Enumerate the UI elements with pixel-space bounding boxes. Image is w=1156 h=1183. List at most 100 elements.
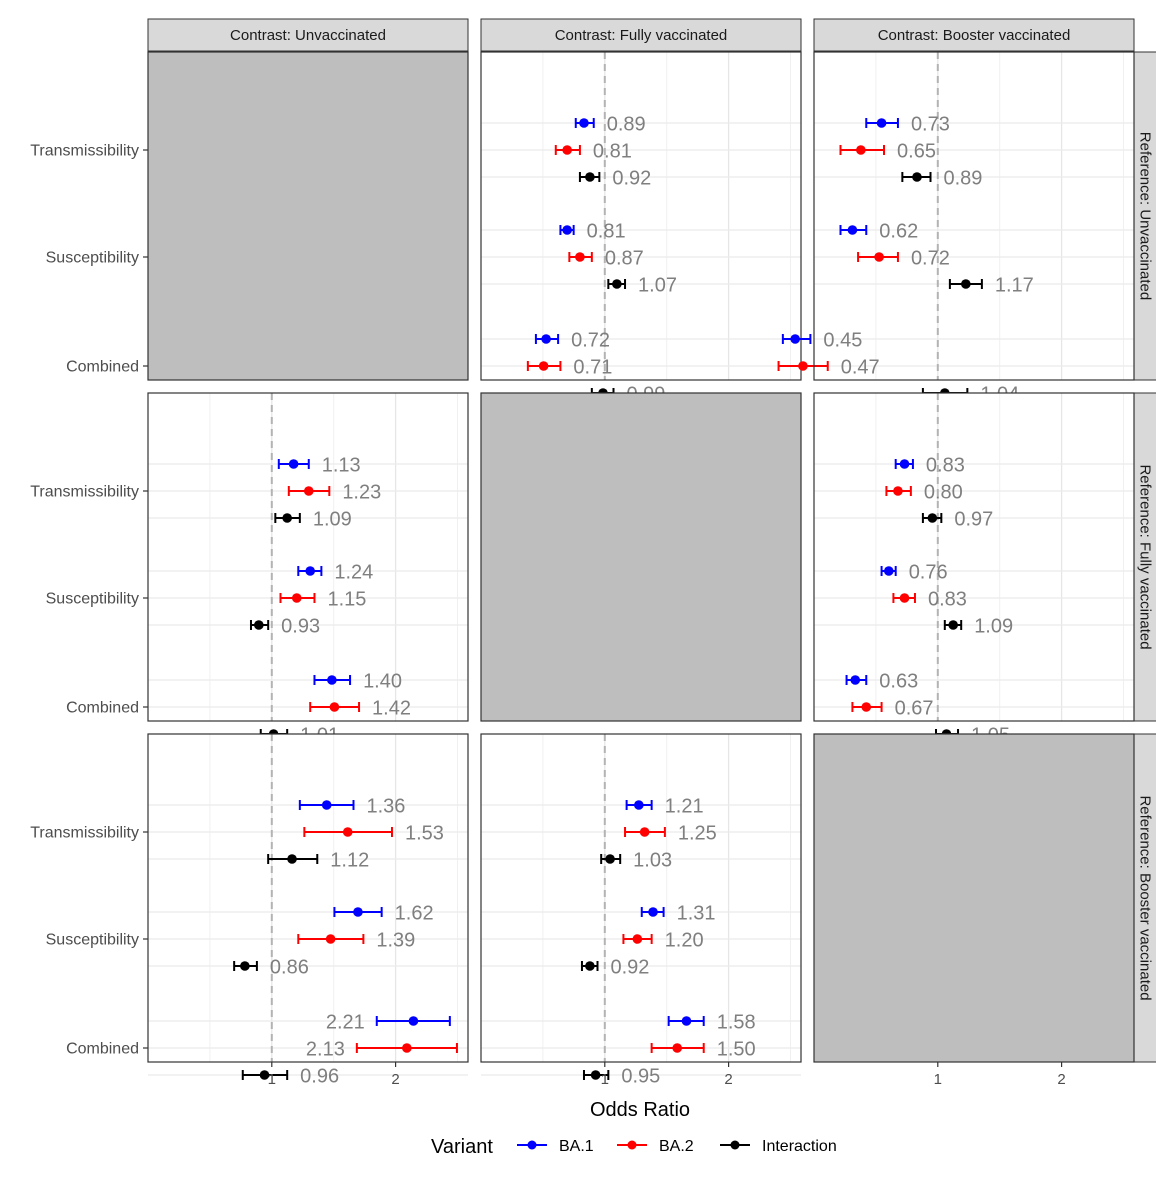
data-label: 0.93 <box>281 616 320 638</box>
panel <box>813 733 1135 1063</box>
panel-background <box>481 52 801 380</box>
data-point <box>893 486 903 496</box>
data-point <box>321 800 332 810</box>
data-point <box>259 1070 270 1080</box>
x-axis: 1 2 1 2 1 2 <box>268 1062 1066 1088</box>
y-tick-label: Combined <box>66 700 139 717</box>
data-point <box>899 459 910 469</box>
data-label: 0.63 <box>879 671 918 693</box>
data-point <box>961 279 971 289</box>
data-label: 0.86 <box>270 957 309 979</box>
data-label: 0.76 <box>909 562 948 584</box>
data-point <box>605 854 615 864</box>
panel: 0.730.650.890.620.721.170.450.471.04 <box>777 51 1135 406</box>
data-label: 2.21 <box>326 1012 365 1034</box>
data-point <box>402 1043 412 1053</box>
data-point <box>648 907 658 917</box>
data-point <box>861 702 872 712</box>
data-label: 0.73 <box>911 114 950 136</box>
data-point <box>912 172 922 182</box>
empty-panel <box>147 51 469 381</box>
data-label: 0.83 <box>928 589 967 611</box>
panel <box>147 51 469 381</box>
data-point <box>408 1016 419 1026</box>
x-tick-label: 2 <box>391 1071 399 1088</box>
panel-background <box>481 734 801 1062</box>
data-label: 0.45 <box>823 330 862 352</box>
legend: Variant BA.1 BA.2 Interaction <box>431 1136 837 1158</box>
data-label: 0.97 <box>954 509 993 531</box>
panel <box>480 392 802 722</box>
data-point <box>291 593 302 603</box>
legend-title: Variant <box>431 1136 493 1158</box>
panel: 1.21 1.25 1.03 1.31 1.20 0.92 1.58 1.50 0.95 <box>480 733 802 1088</box>
legend-entry-label: BA.2 <box>659 1138 694 1155</box>
empty-panel <box>480 392 802 722</box>
data-point <box>585 172 595 182</box>
data-point <box>329 702 340 712</box>
data-point <box>850 675 861 685</box>
data-label: 1.13 <box>322 455 361 477</box>
data-point <box>575 252 585 262</box>
column-strip <box>480 18 802 52</box>
row-strip-label: Reference: Fully vaccinated <box>1137 464 1154 649</box>
y-tick-label: Combined <box>66 1041 139 1058</box>
data-point <box>876 118 887 128</box>
data-label: 1.31 <box>677 903 716 925</box>
data-point <box>632 934 643 944</box>
y-tick-label: Combined <box>66 359 139 376</box>
data-point <box>541 334 551 344</box>
data-point <box>287 854 297 864</box>
data-label: 1.23 <box>342 482 381 504</box>
column-strip-label: Contrast: Booster vaccinated <box>878 27 1071 44</box>
panel-border <box>480 733 802 1063</box>
panel-border <box>480 51 802 381</box>
data-label: 1.07 <box>638 275 677 297</box>
data-label: 1.53 <box>405 823 444 845</box>
data-label: 1.20 <box>665 930 704 952</box>
data-point <box>874 252 884 262</box>
y-tick-label: Susceptibility <box>46 591 139 608</box>
column-strip <box>147 18 469 52</box>
data-point <box>899 593 910 603</box>
data-label: 1.25 <box>678 823 717 845</box>
y-tick-label: Transmissibility <box>30 825 139 842</box>
data-point <box>612 279 622 289</box>
data-point <box>579 118 589 128</box>
data-label: 1.21 <box>665 796 704 818</box>
legend-entry-label: BA.1 <box>559 1138 594 1155</box>
data-label: 1.50 <box>717 1039 756 1061</box>
data-label: 0.72 <box>911 248 950 270</box>
data-point <box>927 513 938 523</box>
panel-border <box>813 392 1135 722</box>
y-tick-label: Transmissibility <box>30 143 139 160</box>
data-label: 0.92 <box>612 168 651 190</box>
data-label: 0.89 <box>607 114 646 136</box>
data-point <box>305 566 316 576</box>
data-label: 1.62 <box>395 903 434 925</box>
data-label: 0.95 <box>621 1066 660 1088</box>
data-label: 0.80 <box>924 482 963 504</box>
data-label: 1.12 <box>330 850 369 872</box>
data-point <box>948 620 958 630</box>
legend-entry-label: Interaction <box>762 1138 837 1155</box>
y-tick-label: Transmissibility <box>30 484 139 501</box>
panel-background <box>148 734 468 1062</box>
panel: 0.830.800.970.760.831.090.630.671.05 <box>813 392 1135 747</box>
data-point <box>353 907 363 917</box>
data-label: 0.92 <box>611 957 650 979</box>
data-label: 2.13 <box>306 1039 345 1061</box>
panel-border <box>147 733 469 1063</box>
data-label: 1.09 <box>974 616 1013 638</box>
data-point <box>282 513 292 523</box>
data-label: 1.03 <box>633 850 672 872</box>
panel: 1.131.231.091.241.150.931.401.421.01 <box>147 392 469 747</box>
x-tick-label: 1 <box>268 1071 276 1088</box>
data-point <box>562 225 572 235</box>
data-point <box>562 145 572 155</box>
data-point <box>327 675 337 685</box>
panel-border <box>147 392 469 722</box>
data-point <box>585 961 595 971</box>
data-point <box>342 827 353 837</box>
